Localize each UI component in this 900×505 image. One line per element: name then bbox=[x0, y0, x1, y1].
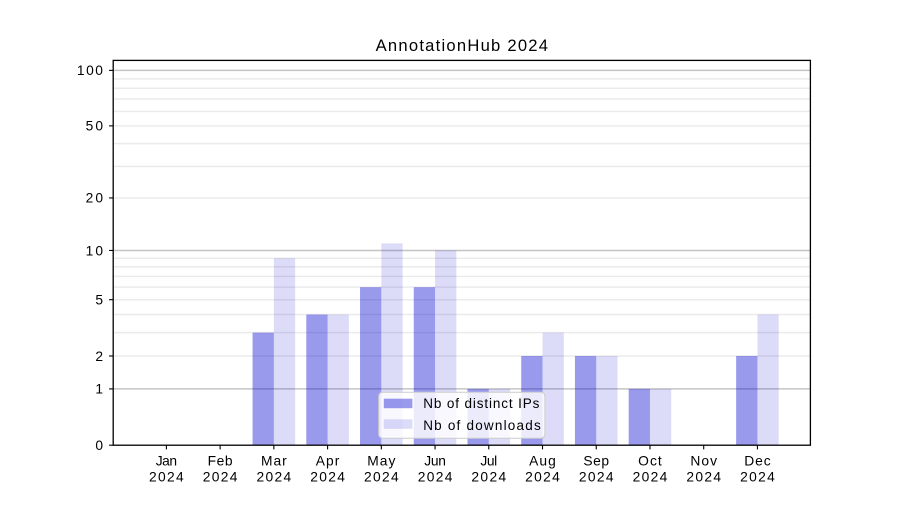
svg-text:Oct: Oct bbox=[638, 454, 662, 469]
svg-text:Sep: Sep bbox=[583, 454, 609, 469]
svg-text:Feb: Feb bbox=[208, 454, 233, 469]
svg-text:Nb of distinct IPs: Nb of distinct IPs bbox=[423, 396, 539, 411]
svg-text:2024: 2024 bbox=[740, 469, 775, 484]
svg-text:Nov: Nov bbox=[690, 454, 717, 469]
svg-text:May: May bbox=[367, 454, 395, 469]
svg-text:0: 0 bbox=[95, 438, 103, 453]
svg-text:5: 5 bbox=[95, 292, 103, 307]
svg-text:2024: 2024 bbox=[310, 469, 345, 484]
svg-text:Mar: Mar bbox=[261, 454, 287, 469]
svg-text:2024: 2024 bbox=[471, 469, 506, 484]
svg-text:2024: 2024 bbox=[364, 469, 399, 484]
svg-text:20: 20 bbox=[86, 191, 104, 206]
svg-text:Jun: Jun bbox=[424, 454, 446, 469]
svg-text:2024: 2024 bbox=[686, 469, 721, 484]
svg-text:Aug: Aug bbox=[529, 454, 556, 469]
svg-text:1: 1 bbox=[95, 382, 103, 397]
svg-text:AnnotationHub 2024: AnnotationHub 2024 bbox=[376, 36, 548, 55]
svg-text:2024: 2024 bbox=[633, 469, 668, 484]
svg-text:Dec: Dec bbox=[744, 454, 770, 469]
svg-text:2024: 2024 bbox=[257, 469, 292, 484]
svg-text:100: 100 bbox=[77, 63, 103, 78]
svg-text:Nb of downloads: Nb of downloads bbox=[423, 418, 541, 433]
svg-text:2024: 2024 bbox=[203, 469, 238, 484]
svg-text:2024: 2024 bbox=[525, 469, 560, 484]
svg-text:2024: 2024 bbox=[418, 469, 453, 484]
svg-text:Jul: Jul bbox=[480, 454, 497, 469]
svg-text:50: 50 bbox=[86, 119, 104, 134]
svg-text:2024: 2024 bbox=[579, 469, 614, 484]
svg-text:Apr: Apr bbox=[316, 454, 340, 469]
svg-text:Jan: Jan bbox=[156, 454, 177, 469]
svg-text:2: 2 bbox=[95, 349, 103, 364]
svg-text:10: 10 bbox=[86, 243, 104, 258]
svg-text:2024: 2024 bbox=[149, 469, 184, 484]
